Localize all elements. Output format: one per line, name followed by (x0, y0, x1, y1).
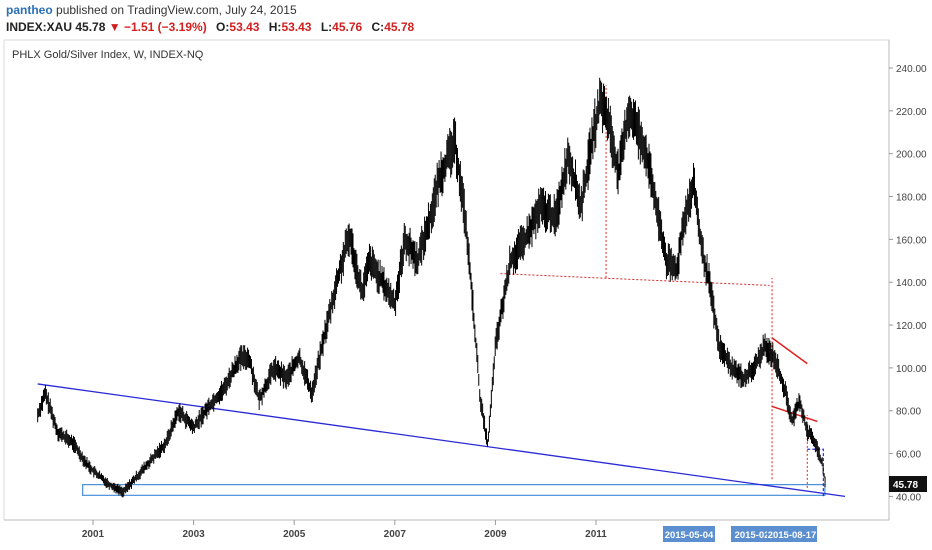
support-zone-box[interactable] (82, 484, 826, 496)
red-resistance-line[interactable] (771, 337, 808, 365)
open-label: O: (216, 20, 230, 34)
long-term-trendline[interactable] (37, 383, 846, 498)
author-link[interactable]: pantheo (6, 3, 53, 17)
price-tick-label: 220.00 (896, 107, 927, 118)
published-text: published on TradingView.com, July 24, 2… (56, 3, 297, 17)
symbol-label: INDEX:XAU (6, 20, 73, 34)
chart-header: pantheo published on TradingView.com, Ju… (0, 0, 932, 38)
plot-area (3, 39, 890, 521)
time-tick-label: 2005 (283, 529, 306, 540)
price-bars (37, 77, 826, 498)
date-label-2015-08-17-bg (767, 526, 817, 542)
date-label-2015-08-17: 2015-08-17 (768, 530, 817, 541)
price-tick-label: 80.00 (896, 407, 921, 418)
price-change: −1.51 (−3.19%) (123, 20, 207, 34)
publish-line: pantheo published on TradingView.com, Ju… (6, 3, 297, 17)
time-axis: 2001 2003 2005 2007 2009 2011 (82, 520, 607, 540)
date-label-2015-05-04: 2015-05-04 (665, 530, 714, 541)
down-arrow-icon: ▼ (108, 20, 121, 34)
high-label: H: (268, 20, 282, 34)
time-tick-label: 2007 (384, 529, 407, 540)
time-tick-label: 2009 (484, 529, 507, 540)
price-tick-label: 200.00 (896, 150, 927, 161)
price-tick-label: 60.00 (896, 450, 921, 461)
quote-line: INDEX:XAU 45.78 ▼ −1.51 (−3.19%) O:53.43… (6, 20, 420, 34)
date-label-2015-02: 2015-02 (735, 530, 770, 541)
close-value: 45.78 (384, 20, 415, 34)
high-value: 53.43 (281, 20, 312, 34)
price-tick-label: 120.00 (896, 321, 927, 332)
low-value: 45.76 (332, 20, 363, 34)
price-tick-label: 180.00 (896, 193, 927, 204)
price-tick-label: 240.00 (896, 64, 927, 75)
blue-dashed-target[interactable] (807, 448, 824, 497)
drawings-layer[interactable] (37, 85, 846, 498)
price-tick-label: 100.00 (896, 364, 927, 375)
last-price: 45.78 (75, 20, 106, 34)
price-tick-label: 140.00 (896, 278, 927, 289)
date-label-2015-05-04-bg (663, 526, 715, 542)
price-tick-label: 40.00 (896, 492, 921, 503)
low-label: L: (320, 20, 333, 34)
close-label: C: (371, 20, 385, 34)
open-value: 53.43 (229, 20, 260, 34)
time-tick-label: 2001 (82, 529, 105, 540)
last-price-badge (889, 476, 927, 493)
time-tick-label: 2011 (585, 529, 607, 540)
price-tick-label: 160.00 (896, 235, 927, 246)
red-dotted-horizontal[interactable] (500, 273, 770, 286)
time-tick-label: 2003 (182, 529, 205, 540)
price-axis: 240.00 220.00 200.00 180.00 160.00 140.00 120.… (889, 64, 927, 503)
chart-title: PHLX Gold/Silver Index, W, INDEX-NQ (12, 49, 204, 61)
date-label-2015-02-bg (731, 526, 773, 542)
last-price-badge-label: 45.78 (893, 480, 918, 491)
